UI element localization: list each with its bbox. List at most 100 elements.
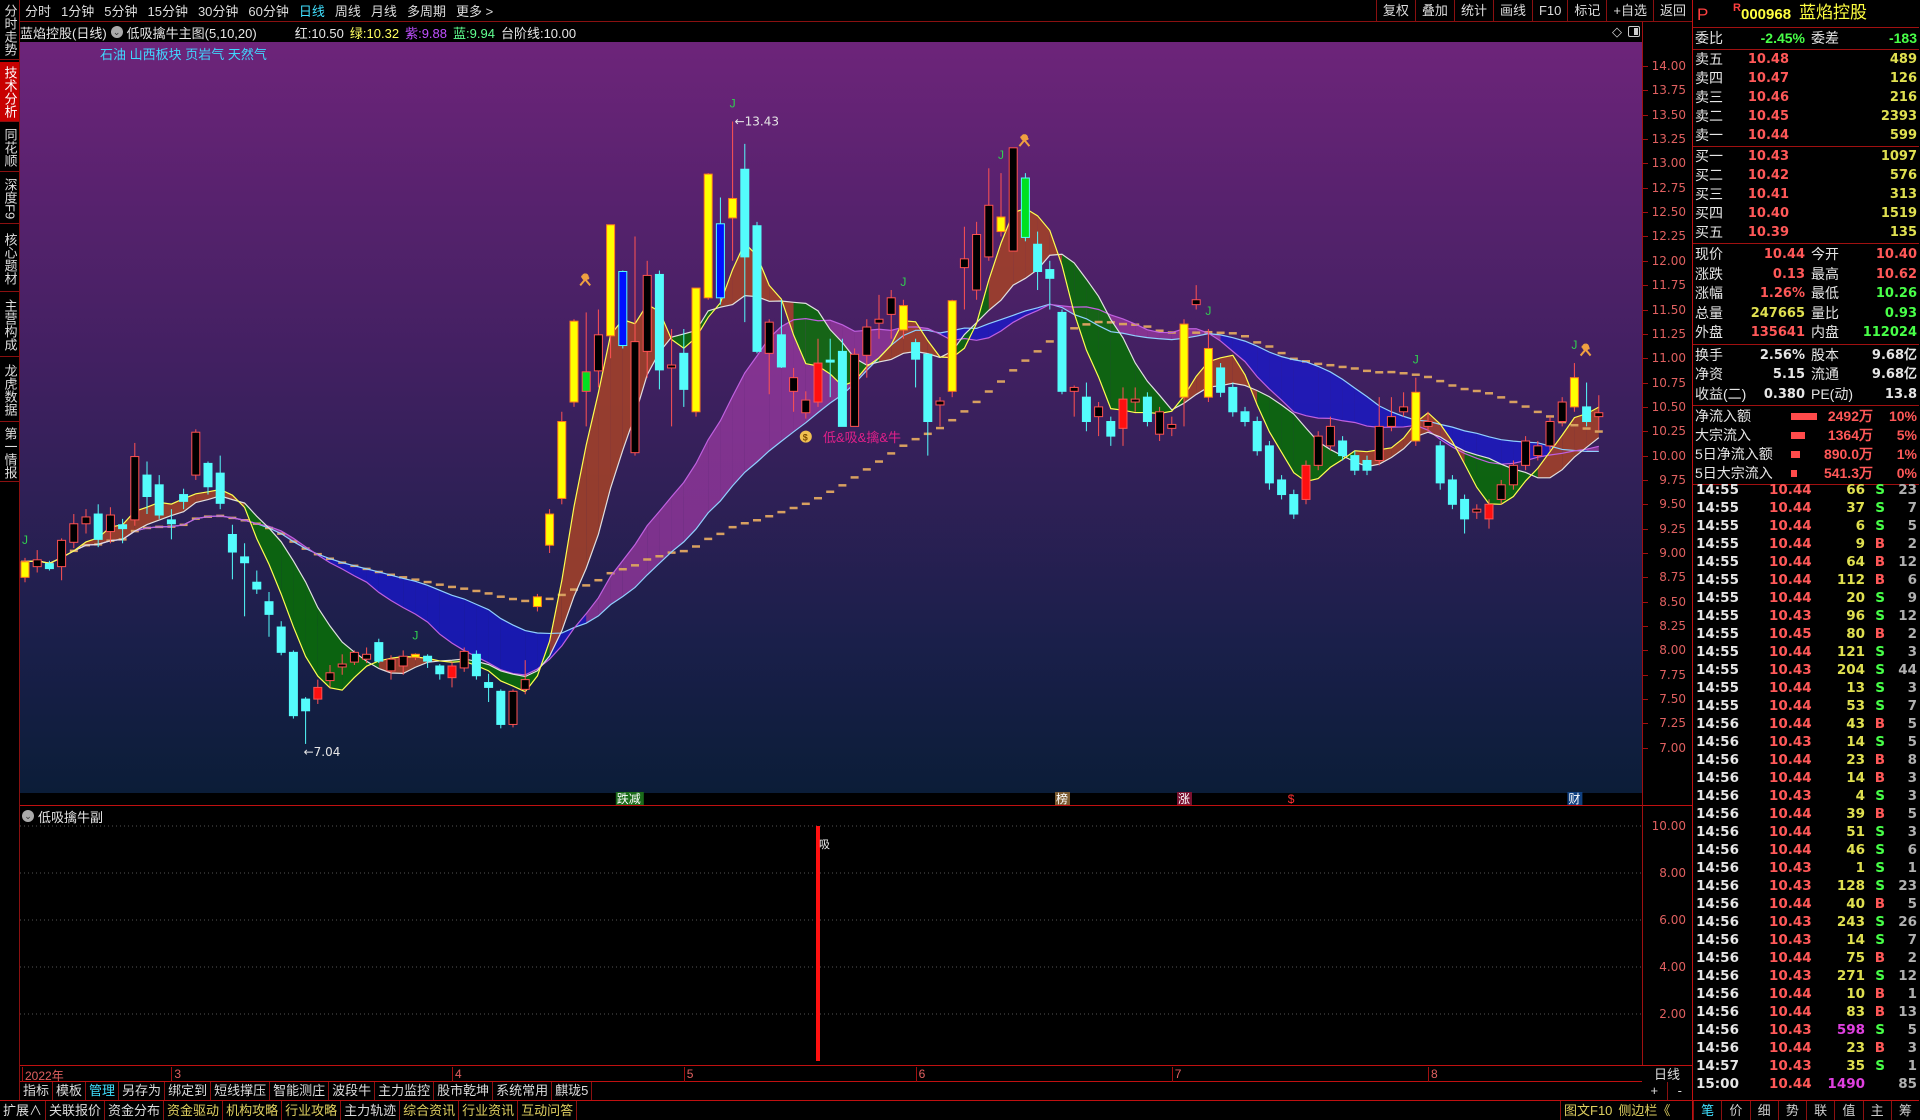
toolbar-button[interactable]: 叠加 [1414,0,1454,22]
period-tab[interactable]: 5分钟 [104,4,138,19]
toolbar-button[interactable]: 统计 [1453,0,1493,22]
indicator-button[interactable]: 麒珑5 [552,1082,593,1100]
tick-volume: 14 [1846,932,1865,948]
bottom-tab[interactable]: 行业资讯 [459,1101,519,1120]
period-tab[interactable]: 更多 > [455,4,494,19]
bottom-tab[interactable]: 行业攻略 [282,1101,342,1120]
indicator-button[interactable]: 智能测庄 [270,1082,330,1100]
quote-stat-row: 现价 10.44 今开 10.40 [1693,245,1919,264]
indicator-button[interactable]: 绑定到 [165,1082,212,1100]
indicator-button[interactable]: 股市乾坤 [434,1082,494,1100]
diamond-icon[interactable]: ◇ [1612,24,1622,39]
tick-price: 10.44 [1769,770,1812,786]
sidebar-tab-2[interactable]: 同花顺 [0,124,19,172]
tick-row: 14:56 10.44 75 B 2 [1693,949,1919,967]
detail-tab[interactable]: 值 [1834,1101,1862,1120]
sub-indicator-toggle-icon[interactable]: ⌄ [22,810,34,822]
detail-tab[interactable]: 势 [1777,1101,1806,1120]
level-label: 买五 [1695,224,1723,240]
stat-label: PE(动) [1811,385,1853,402]
period-tab[interactable]: 月线 [370,4,397,19]
tick-price: 10.44 [1769,986,1812,1002]
flow-bar [1791,413,1817,420]
p-badge: P [1697,5,1709,24]
flow-label: 净流入额 [1695,408,1751,424]
period-tab[interactable]: 1分钟 [61,4,95,19]
indicator-name[interactable]: 低吸擒牛主图(5,10,20) [126,25,257,41]
indicator-button[interactable]: 短线撑压 [211,1082,271,1100]
bottom-tab[interactable]: 资金驱动 [164,1101,224,1120]
detail-tab[interactable]: 筹 [1890,1101,1919,1120]
ask-row: 卖一 10.44 599 [1693,126,1919,145]
toolbar-button[interactable]: 复权 [1375,0,1415,22]
zoom-out-button[interactable]: - [1677,1083,1682,1098]
indicator-button[interactable]: 波段牛 [329,1082,376,1100]
tick-row: 14:56 10.44 39 B 5 [1693,805,1919,823]
quote-stat-row: 外盘 135641 内盘 112024 [1693,323,1919,342]
tick-count: 9 [1907,590,1917,606]
period-tab[interactable]: 分时 [25,4,52,19]
indicator-button[interactable]: 系统常用 [493,1082,553,1100]
bottom-tab[interactable]: 主力轨迹 [341,1101,401,1120]
indicator-button[interactable]: 主力监控 [375,1082,435,1100]
period-tab[interactable]: 30分钟 [197,4,239,19]
indicator-button[interactable]: 管理 [86,1082,120,1100]
period-tab[interactable]: 15分钟 [147,4,188,19]
tick-count: 7 [1907,500,1917,516]
toolbar-button[interactable]: F10 [1531,0,1567,22]
sidebar-tab-5[interactable]: 主营构成 [0,294,19,357]
bottom-tab[interactable]: 机构攻略 [223,1101,283,1120]
price-tick-label: 8.75 [1659,570,1686,585]
toolbar-button[interactable]: 标记 [1567,0,1606,22]
pane-divider[interactable] [20,805,1692,806]
stock-period-title: 蓝焰控股(日线) [20,25,107,41]
tick-row: 14:56 10.44 23 B 8 [1693,751,1919,769]
toolbar-button[interactable]: +自选 [1606,0,1653,22]
stock-code: 000968 [1741,6,1792,23]
detail-tab[interactable]: 细 [1749,1101,1778,1120]
indicator-button[interactable]: 另存为 [119,1082,166,1100]
sidebar-tab-7[interactable]: 第一情报 [0,424,19,482]
panel-toggle-icon[interactable] [1628,26,1640,37]
sidebar-tab-3[interactable]: 深度F9 [0,174,19,224]
detail-tab[interactable]: 价 [1721,1101,1749,1120]
indicator-button[interactable]: 模板 [53,1082,87,1100]
tick-count: 5 [1907,716,1917,732]
tick-time: 14:55 [1696,536,1739,552]
fund-flow-row: 5日大宗流入 541.3万 0% [1693,464,1919,483]
tick-price: 10.44 [1769,680,1812,696]
bid-row: 买五 10.39 135 [1693,223,1919,242]
sidebar-tab-0[interactable]: 分时走势 [0,0,19,60]
tick-row: 14:56 10.44 43 B 5 [1693,715,1919,733]
sidebar-tab-6[interactable]: 龙虎数据 [0,359,19,422]
flow-amount: 890.0万 [1823,446,1873,462]
period-tab[interactable]: 日线 [298,4,325,19]
detail-tab[interactable]: 主 [1862,1101,1891,1120]
toolbar-button[interactable]: 画线 [1492,0,1532,22]
f10-button[interactable]: 图文F10 [1560,1101,1615,1120]
bottom-tab[interactable]: 综合资讯 [400,1101,460,1120]
period-tab[interactable]: 周线 [334,4,361,19]
toolbar-button[interactable]: 返回 [1652,0,1692,22]
bottom-tab[interactable]: 关联报价 [46,1101,106,1120]
main-chart-area[interactable] [20,42,1642,793]
period-tab[interactable]: 60分钟 [248,4,289,19]
toolbar-actions: 复权 叠加 统计 画线 F10 标记 +自选 返回 [1375,0,1692,22]
bottom-tab[interactable]: 资金分布 [105,1101,165,1120]
sidebar-tab-1[interactable]: 技术分析 [0,62,19,122]
indicator-toggle-icon[interactable]: ⌄ [110,26,123,38]
sidebar-toggle-button[interactable]: 侧边栏《 [1618,1103,1671,1118]
detail-tab[interactable]: 联 [1806,1101,1834,1120]
stat-label: 今开 [1811,246,1839,262]
detail-tab[interactable]: 笔 [1693,1101,1721,1120]
period-tab[interactable]: 多周期 [406,4,446,19]
bottom-tab[interactable]: 互动问答 [518,1101,578,1120]
bottom-tab[interactable]: 扩展∧ [0,1101,47,1120]
tick-volume: 128 [1836,878,1865,894]
tick-row: 14:55 10.44 6 S 5 [1693,517,1919,535]
indicator-button[interactable]: 指标 [20,1082,54,1100]
zoom-in-button[interactable]: + [1642,1082,1668,1100]
sub-indicator-name[interactable]: 低吸擒牛副 [38,809,104,825]
tick-volume: 10 [1846,986,1865,1002]
sidebar-tab-4[interactable]: 核心题材 [0,226,19,292]
